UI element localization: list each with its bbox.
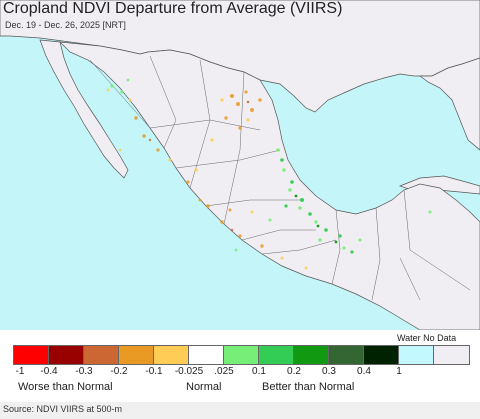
legend-swatch (14, 346, 49, 364)
legend-tick-label: -1 (15, 366, 25, 377)
legend-swatch (399, 346, 434, 364)
legend-swatch (294, 346, 329, 364)
legend-swatch (154, 346, 189, 364)
legend-swatch (49, 346, 84, 364)
source-footer: Source: NDVI VIIRS at 500-m (0, 402, 480, 419)
map-svg (0, 0, 480, 330)
source-text: Source: NDVI VIIRS at 500-m (3, 404, 123, 414)
water-no-data-label: Water No Data (397, 333, 457, 343)
legend-swatch (329, 346, 364, 364)
caption-normal: Normal (186, 381, 222, 393)
legend-tick-label: -0.4 (40, 366, 58, 377)
baja-california (39, 39, 129, 179)
legend-tick-label: -0.3 (75, 366, 93, 377)
legend-swatch (84, 346, 119, 364)
legend-swatch (189, 346, 224, 364)
mexico-mainland (59, 41, 480, 330)
legend-tick-label: -0.1 (145, 366, 163, 377)
state-boundaries (89, 55, 471, 301)
ndvi-speckles (106, 78, 432, 270)
legend-swatch (119, 346, 154, 364)
legend-swatch (259, 346, 294, 364)
caption-worse: Worse than Normal (18, 381, 113, 393)
legend-tick-label: 0.1 (252, 366, 266, 377)
legend-tick-label: .025 (214, 366, 234, 377)
florida-landmass (418, 57, 480, 151)
legend-swatch (224, 346, 259, 364)
map-title: Cropland NDVI Departure from Average (VI… (3, 0, 343, 17)
legend-tick-label: 0.3 (322, 366, 336, 377)
map-canvas (0, 0, 480, 330)
legend-ticks: -1 -0.4 -0.3 -0.2 -0.1 -0.025 .025 0.1 0.2 0.3 0.4… (0, 366, 480, 378)
legend-color-bar (13, 345, 470, 365)
legend-tick-label: -0.025 (174, 366, 204, 377)
legend-tick-label: -0.2 (110, 366, 128, 377)
caption-better: Better than Normal (262, 381, 355, 393)
legend-swatch (364, 346, 399, 364)
legend-tick-label: 1 (396, 366, 402, 377)
legend-tick-label: 0.4 (357, 366, 371, 377)
legend-tick-label: 0.2 (287, 366, 301, 377)
legend-swatch (434, 346, 469, 364)
date-range: Dec. 19 - Dec. 26, 2025 [NRT] (5, 20, 126, 30)
